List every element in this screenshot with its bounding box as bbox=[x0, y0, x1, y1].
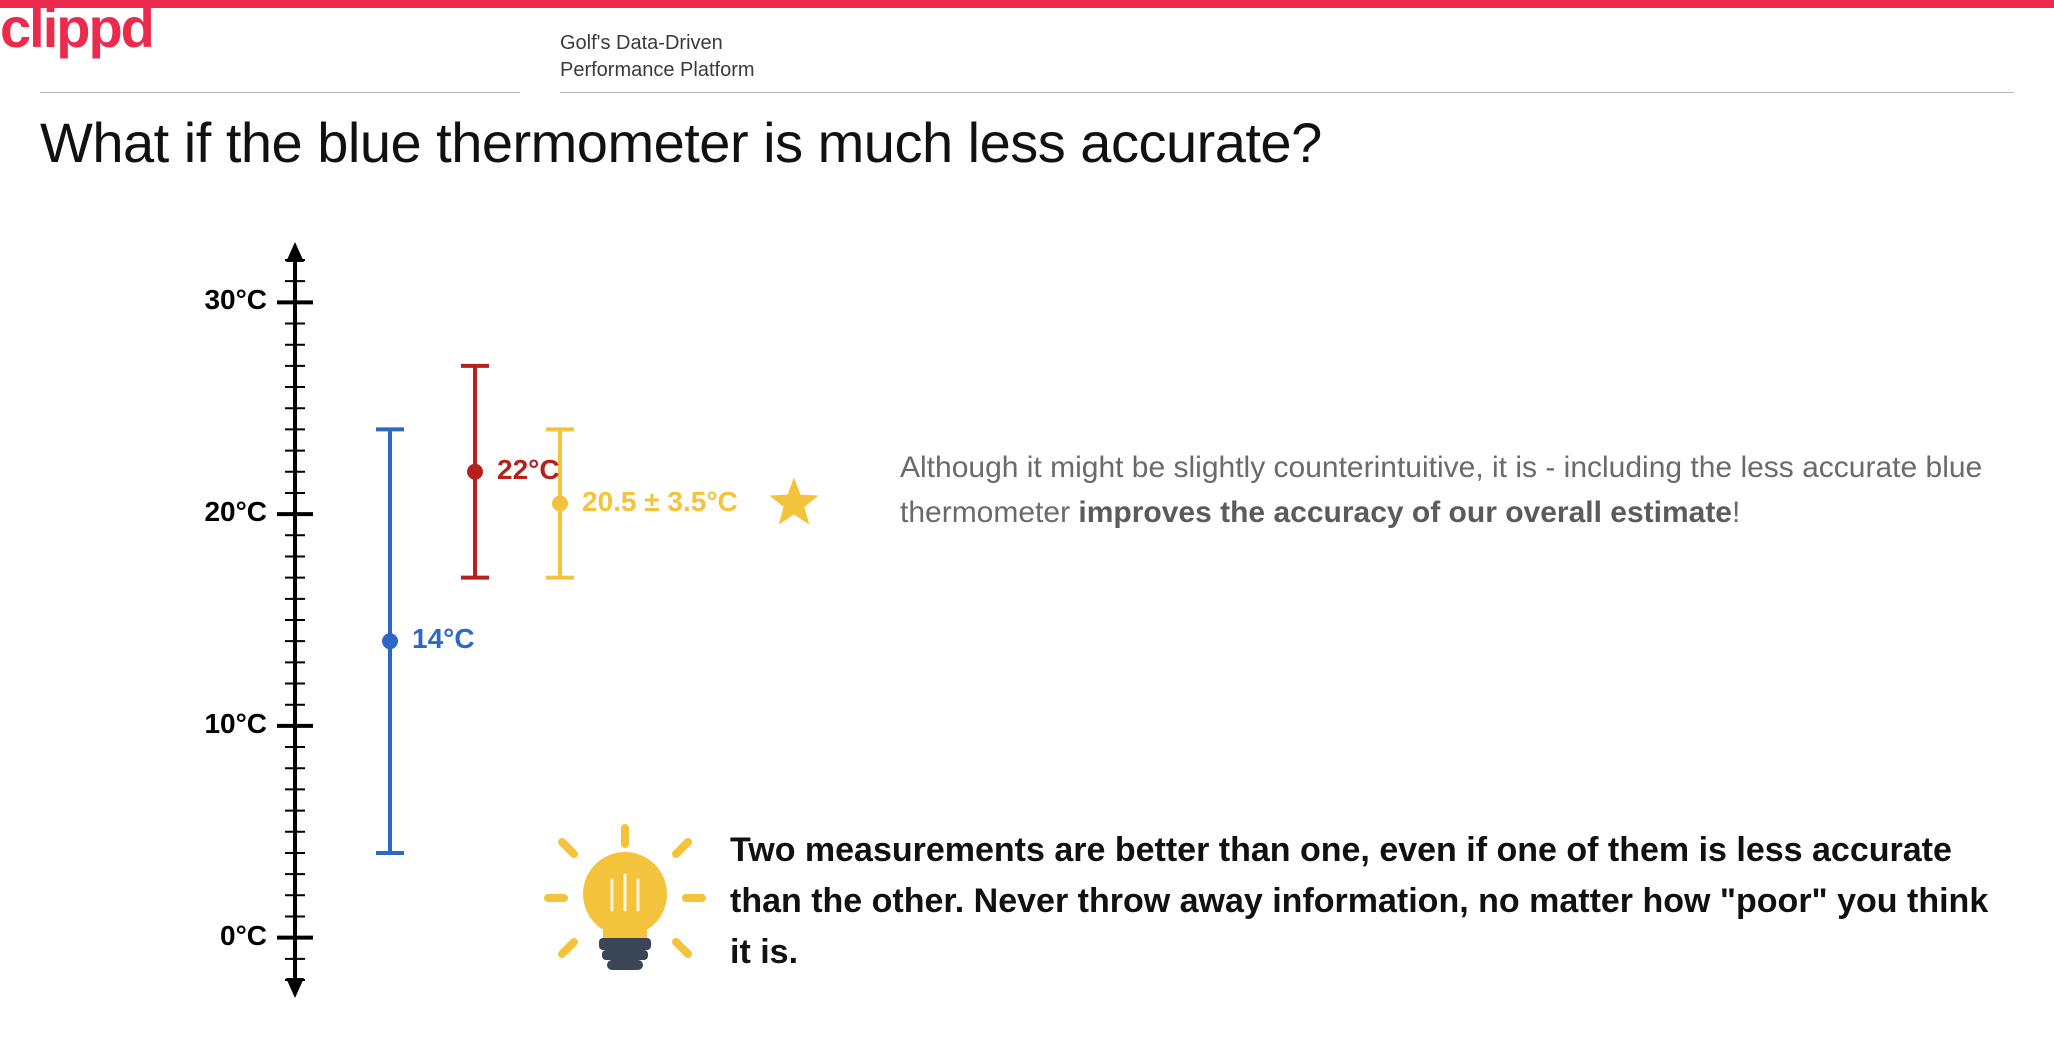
axis-tick-label: 30°C bbox=[204, 284, 267, 316]
axis-tick-label: 10°C bbox=[204, 708, 267, 740]
top-accent-bar bbox=[0, 0, 2054, 8]
series-label-blue: 14°C bbox=[412, 623, 475, 655]
tagline-underline bbox=[560, 92, 2014, 93]
brand-tagline: Golf's Data-Driven Performance Platform bbox=[560, 30, 755, 84]
logo-underline bbox=[40, 92, 520, 93]
takeaway-text: Two measurements are better than one, ev… bbox=[730, 825, 1994, 978]
tagline-line2: Performance Platform bbox=[560, 57, 755, 84]
brand-logo: clippd bbox=[0, 0, 2054, 56]
series-label-combo: 20.5 ± 3.5°C bbox=[582, 486, 738, 518]
axis-tick-label: 0°C bbox=[220, 920, 267, 952]
slide-title: What if the blue thermometer is much les… bbox=[40, 110, 1322, 175]
slide: clippd Golf's Data-Driven Performance Pl… bbox=[0, 0, 2054, 1056]
explain-bold: improves the accuracy of our overall est… bbox=[1078, 496, 1732, 529]
lightbulb-icon bbox=[540, 820, 710, 995]
explain-post: ! bbox=[1732, 496, 1740, 529]
explanation-text: Although it might be slightly counterint… bbox=[900, 445, 1994, 535]
series-label-red: 22°C bbox=[497, 454, 560, 486]
tagline-line1: Golf's Data-Driven bbox=[560, 30, 755, 57]
star-icon bbox=[769, 478, 818, 525]
axis-tick-label: 20°C bbox=[204, 496, 267, 528]
